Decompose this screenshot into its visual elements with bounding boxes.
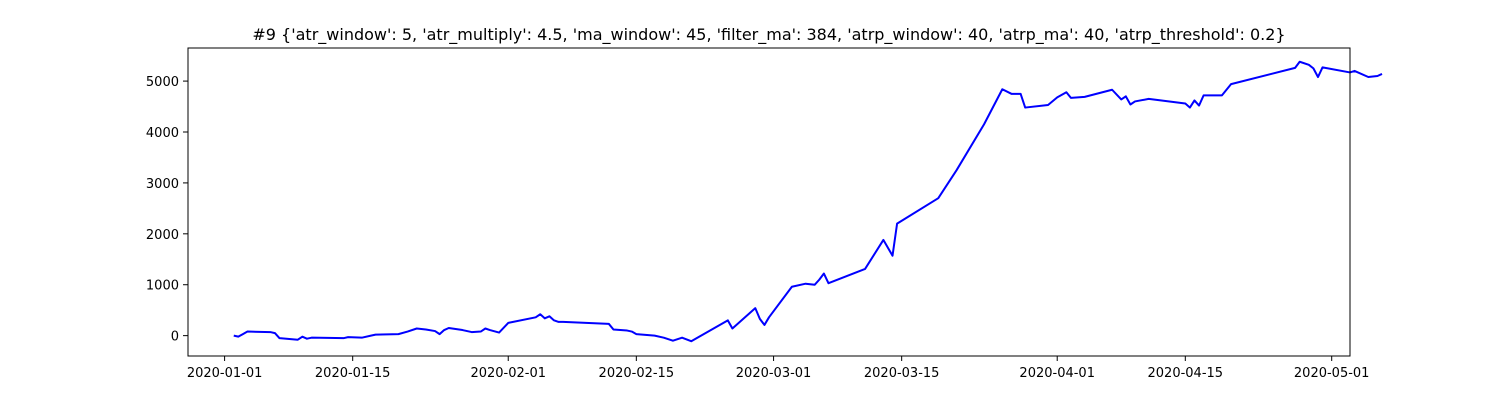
- y-tick-label: 1000: [146, 279, 179, 294]
- y-tick-label: 0: [171, 330, 179, 345]
- x-tick-label: 2020-02-15: [599, 366, 675, 381]
- x-tick-label: 2020-05-01: [1294, 366, 1370, 381]
- plot-area: 2020-01-01 2020-01-15 2020-02-01 2020-02-15…: [146, 47, 1383, 381]
- axes-frame: [187, 47, 1351, 357]
- y-tick-label: 3000: [146, 177, 179, 192]
- series-line-0: [233, 60, 1383, 343]
- x-tick-label: 2020-03-01: [736, 366, 812, 381]
- x-tick-label: 2020-02-01: [470, 366, 546, 381]
- x-tick-label: 2020-03-15: [864, 366, 940, 381]
- y-tick-label: 4000: [146, 126, 179, 141]
- x-tick-label: 2020-01-01: [187, 366, 263, 381]
- chart-title: #9 {'atr_window': 5, 'atr_multiply': 4.5…: [252, 25, 1285, 45]
- x-tick-label: 2020-04-01: [1019, 366, 1095, 381]
- y-tick-label: 2000: [146, 228, 179, 243]
- x-tick-label: 2020-04-15: [1148, 366, 1224, 381]
- x-tick-label: 2020-01-15: [315, 366, 391, 381]
- y-tick-label: 5000: [146, 75, 179, 90]
